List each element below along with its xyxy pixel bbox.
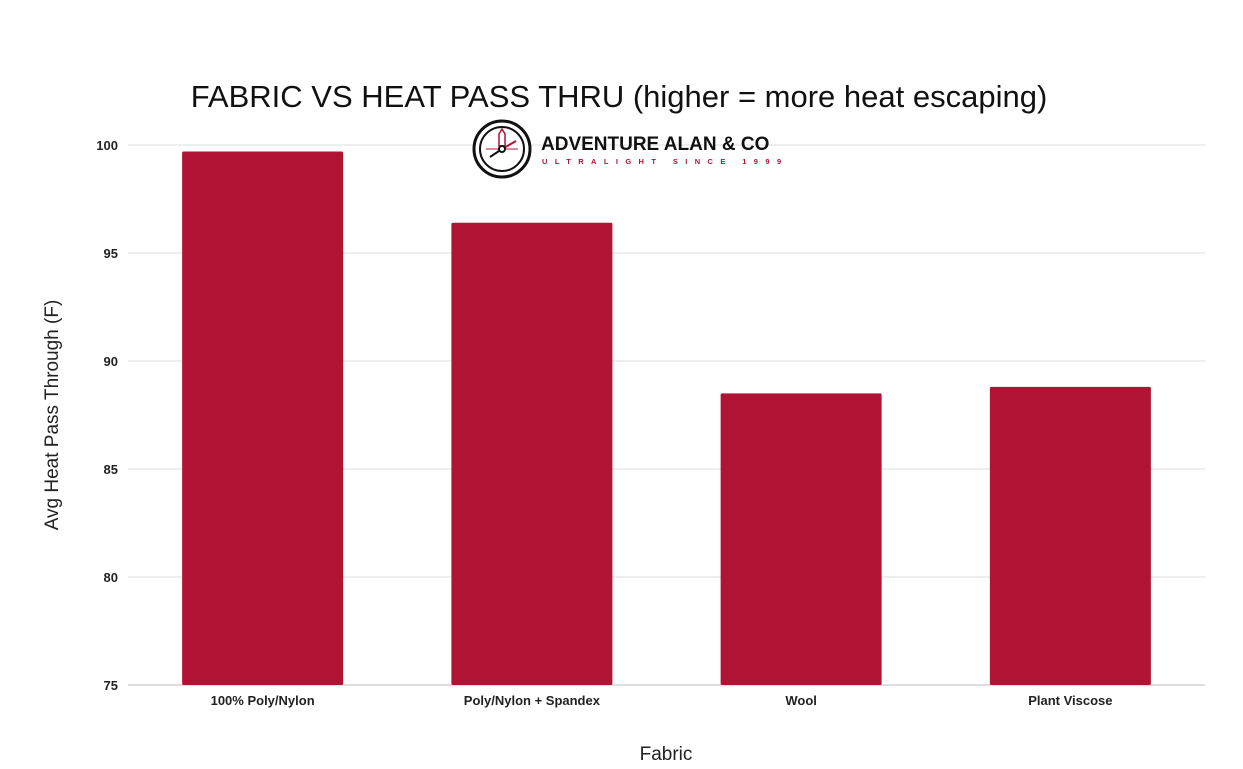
x-tick-label: Wool xyxy=(785,693,817,708)
bar-4 xyxy=(989,386,1151,685)
chart-title: FABRIC VS HEAT PASS THRU (higher = more … xyxy=(191,79,1048,114)
logo-name: ADVENTURE ALAN & CO xyxy=(541,134,769,155)
x-tick-labels: 100% Poly/Nylon Poly/Nylon + Spandex Wool P… xyxy=(211,693,1113,708)
y-tick-labels: 75 80 85 90 95 100 xyxy=(96,138,118,693)
bar-1 xyxy=(182,151,344,686)
y-tick-label: 85 xyxy=(104,462,118,477)
x-tick-label: 100% Poly/Nylon xyxy=(211,693,315,708)
y-tick-label: 100 xyxy=(96,138,118,153)
logo: ADVENTURE ALAN & CO ULTRALIGHT SINCE 199… xyxy=(472,119,789,179)
compass-clock-icon xyxy=(472,119,532,179)
y-axis-title: Avg Heat Pass Through (F) xyxy=(42,300,63,531)
y-tick-label: 95 xyxy=(104,246,118,261)
x-tick-label: Plant Viscose xyxy=(1028,693,1112,708)
y-tick-label: 90 xyxy=(104,354,118,369)
y-tick-label: 75 xyxy=(104,678,118,693)
x-tick-label: Poly/Nylon + Spandex xyxy=(464,693,601,708)
bars xyxy=(182,151,1151,686)
bar-2 xyxy=(451,222,613,685)
y-tick-label: 80 xyxy=(104,570,118,585)
logo-tagline: ULTRALIGHT SINCE 1999 xyxy=(542,157,789,166)
x-axis-title: Fabric xyxy=(640,744,693,765)
bar-3 xyxy=(720,393,882,685)
